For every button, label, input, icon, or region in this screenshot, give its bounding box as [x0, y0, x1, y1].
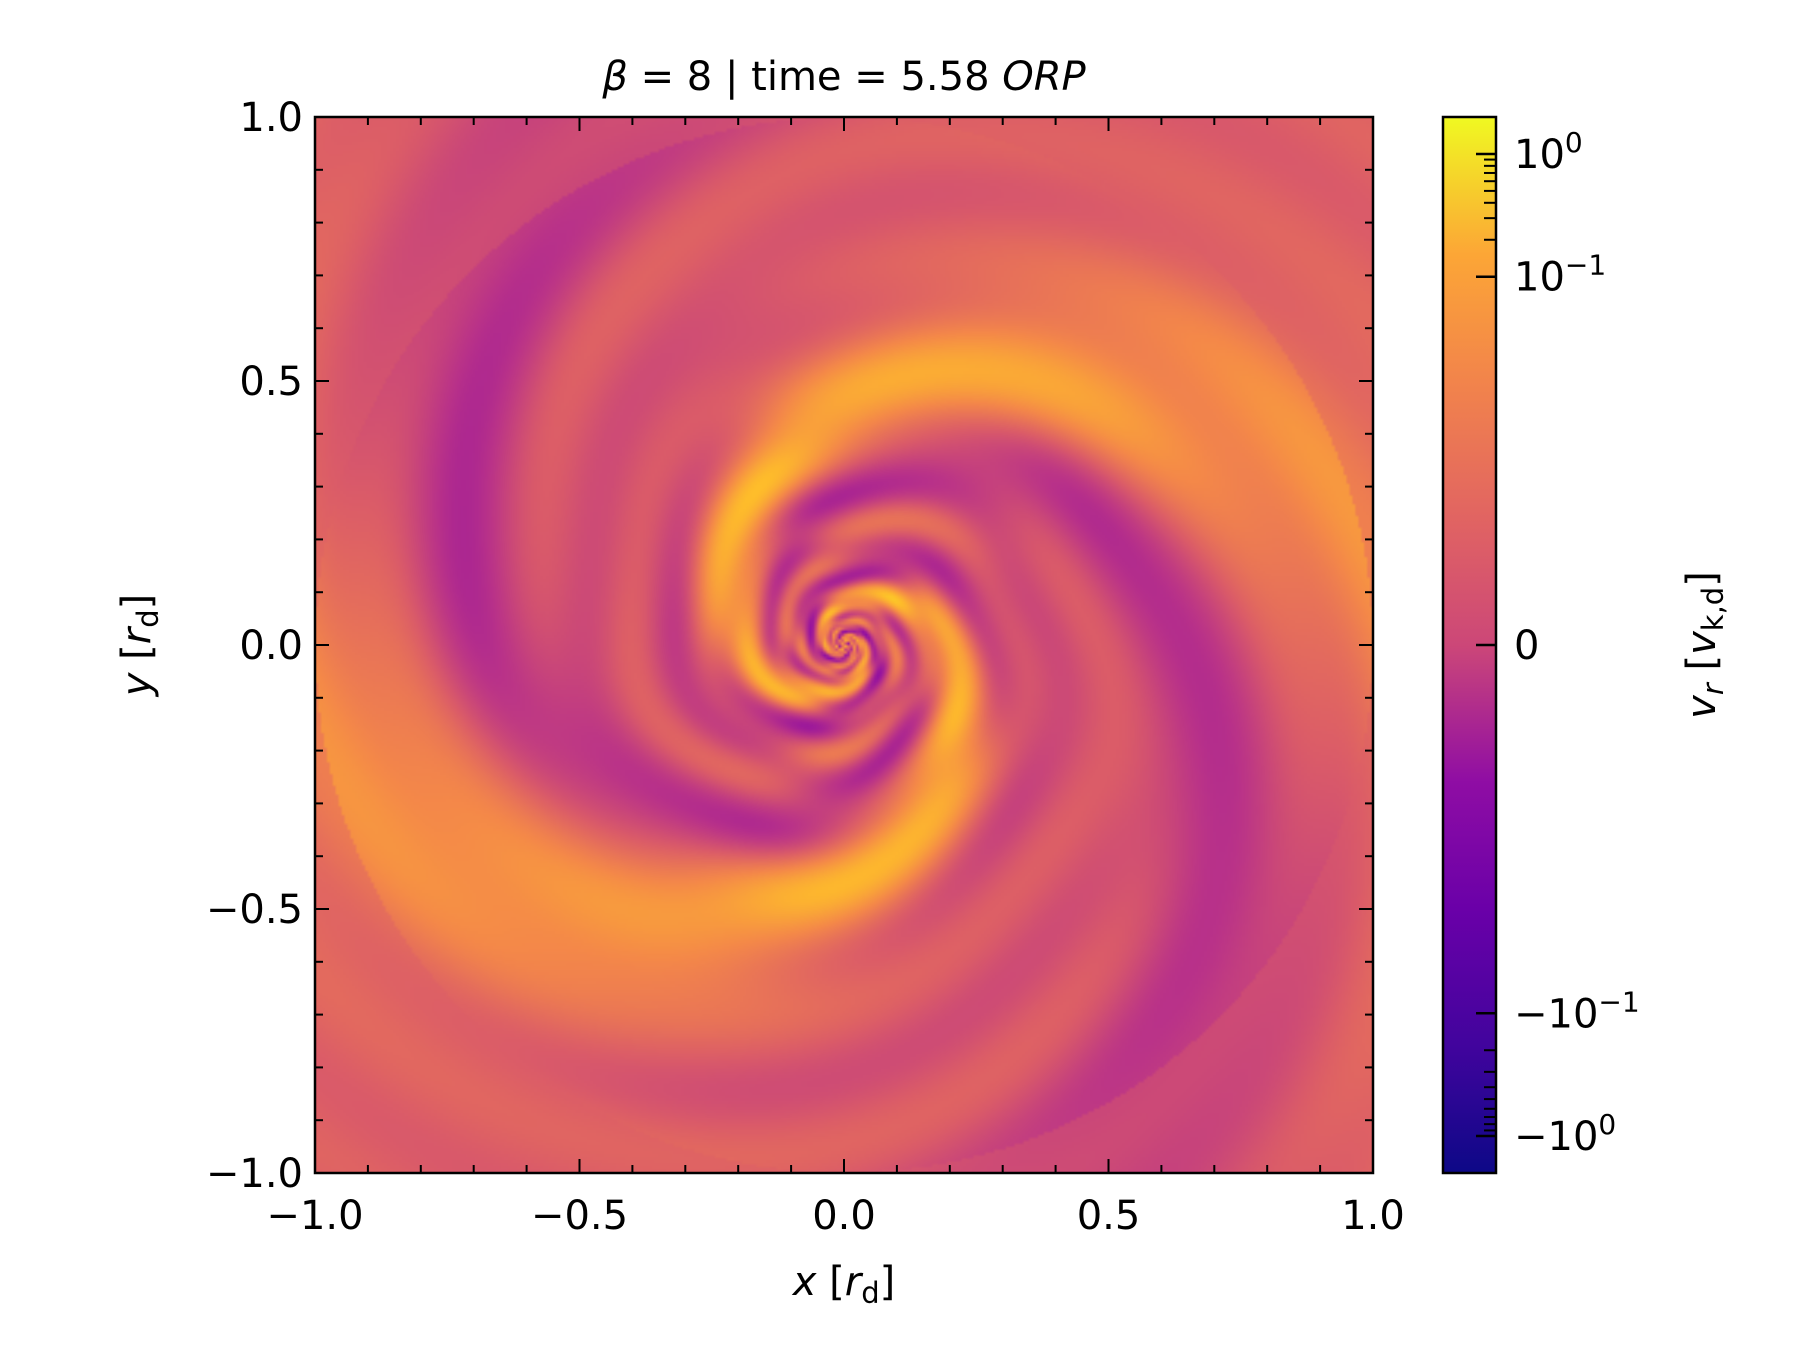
- colorbar-tick-label: 10−1: [1514, 249, 1606, 301]
- colorbar-tick-label: 100: [1514, 126, 1583, 178]
- y-tick-label: −0.5: [206, 887, 303, 933]
- x-tick-label: 0.0: [812, 1193, 876, 1239]
- colorbar-tick-label: 0: [1514, 623, 1539, 669]
- colorbar: [1441, 115, 1498, 1175]
- x-tick-label: 0.5: [1077, 1193, 1141, 1239]
- axis-ticks: [314, 116, 1374, 1174]
- y-tick-label: −1.0: [206, 1151, 303, 1197]
- y-tick-label: 1.0: [239, 95, 303, 141]
- chart-title: β = 8 | time = 5.58 ORP: [601, 54, 1086, 100]
- y-axis-label: y [rd]: [114, 594, 165, 697]
- x-axis-label: x [rd]: [791, 1259, 895, 1310]
- y-tick-label: 0.0: [239, 623, 303, 669]
- colorbar-tick-label: −10−1: [1514, 985, 1640, 1037]
- axis-tick-labels: −1.0 −0.5 0.0 0.5 1.0 −1.0 −0.5 0.0 0.5 1.0: [206, 95, 1405, 1239]
- title-beta-symbol: β: [601, 54, 628, 100]
- y-tick-label: 0.5: [239, 359, 303, 405]
- colorbar-tick-labels: 100 10−1 0 −10−1 −100: [1514, 126, 1640, 1160]
- colorbar-label: vr [vk,d]: [1679, 571, 1730, 719]
- heatmap-image: [315, 117, 1373, 1173]
- x-tick-label: −1.0: [266, 1193, 363, 1239]
- colorbar-ticks: [1476, 152, 1496, 1138]
- title-text: = 8 | time = 5.58: [628, 54, 1002, 100]
- x-tick-label: 1.0: [1341, 1193, 1405, 1239]
- title-unit: ORP: [1002, 54, 1086, 100]
- colorbar-tick-label: −100: [1514, 1108, 1616, 1160]
- x-tick-label: −0.5: [531, 1193, 628, 1239]
